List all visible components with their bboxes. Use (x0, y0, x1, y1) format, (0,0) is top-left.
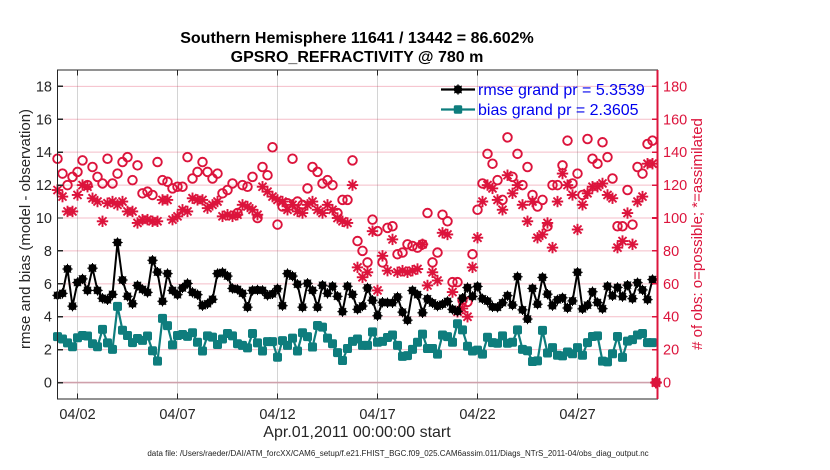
svg-text:# of obs: o=possible; *=assimi: # of obs: o=possible; *=assimilated (689, 118, 706, 350)
svg-text:120: 120 (663, 178, 687, 194)
svg-text:80: 80 (663, 244, 679, 260)
svg-text:16: 16 (36, 112, 52, 128)
svg-text:04/07: 04/07 (159, 407, 195, 423)
svg-text:8: 8 (44, 244, 52, 260)
svg-text:2: 2 (44, 343, 52, 359)
svg-text:20: 20 (663, 343, 679, 359)
svg-text:04/22: 04/22 (459, 407, 495, 423)
svg-text:Apr.01,2011 00:00:00 start: Apr.01,2011 00:00:00 start (263, 424, 451, 441)
svg-text:Southern Hemisphere 11641 / 13: Southern Hemisphere 11641 / 13442 = 86.6… (180, 30, 534, 47)
svg-text:0: 0 (663, 376, 671, 392)
svg-text:4: 4 (44, 310, 52, 326)
svg-text:180: 180 (663, 79, 687, 95)
svg-text:160: 160 (663, 112, 687, 128)
svg-text:10: 10 (36, 211, 52, 227)
svg-text:GPSRO_REFRACTIVITY @ 780 m: GPSRO_REFRACTIVITY @ 780 m (231, 49, 484, 66)
svg-text:rmse and bias (model - observa: rmse and bias (model - observation) (17, 109, 34, 349)
svg-text:6: 6 (44, 277, 52, 293)
svg-text:04/02: 04/02 (59, 407, 95, 423)
svg-text:04/17: 04/17 (359, 407, 395, 423)
svg-text:14: 14 (36, 145, 52, 161)
svg-text:18: 18 (36, 79, 52, 95)
svg-text:140: 140 (663, 145, 687, 161)
svg-text:0: 0 (44, 376, 52, 392)
svg-text:rmse grand pr = 5.3539: rmse grand pr = 5.3539 (478, 82, 645, 99)
svg-text:100: 100 (663, 211, 687, 227)
svg-text:04/27: 04/27 (559, 407, 595, 423)
svg-text:40: 40 (663, 310, 679, 326)
svg-text:60: 60 (663, 277, 679, 293)
svg-text:04/12: 04/12 (259, 407, 295, 423)
svg-text:12: 12 (36, 178, 52, 194)
svg-text:bias grand pr = 2.3605: bias grand pr = 2.3605 (478, 102, 639, 119)
svg-text:data file: /Users/raeder/DAI/A: data file: /Users/raeder/DAI/ATM_forcXX/… (147, 449, 648, 458)
